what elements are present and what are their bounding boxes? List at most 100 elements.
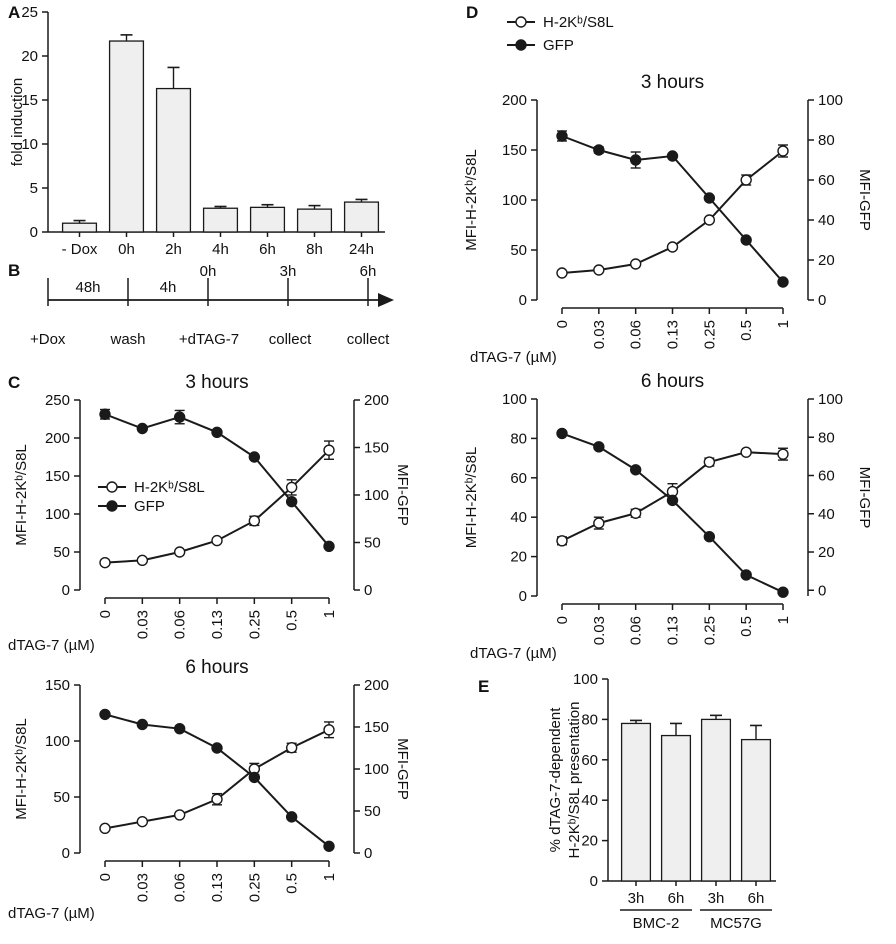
D3-x-tick-label: 0 — [554, 320, 571, 328]
E-y-tick-label: 80 — [581, 711, 598, 728]
C3-point-open — [323, 444, 335, 456]
C3-right-axis-label: MFI-GFP — [394, 464, 411, 526]
C3-right-tick-label: 50 — [364, 535, 381, 552]
A-x-tick-label: 8h — [306, 241, 323, 258]
C3-x-tick-label: 0.5 — [284, 610, 301, 631]
D6-point-open — [703, 456, 716, 468]
D6-left-tick-label: 60 — [510, 470, 527, 487]
A-x-tick-label: 4h — [212, 241, 229, 258]
D3-left-tick-label: 0 — [519, 292, 527, 309]
C6-point-filled — [173, 722, 186, 735]
C3-point-filled — [173, 411, 186, 423]
D6-right-axis-label: MFI-GFP — [856, 467, 873, 529]
D3-series-line-open — [561, 150, 784, 274]
A-bar — [296, 208, 333, 233]
D6-right-tick-label: 80 — [818, 429, 835, 446]
C3-point-filled — [211, 426, 223, 438]
D3-x-tick-label: 0.13 — [665, 320, 682, 349]
C3-legend-label: H-2Kᵇ/S8L — [134, 479, 205, 496]
C3-point-open — [285, 481, 298, 494]
E-bar — [700, 718, 732, 882]
E-x-tick-label: 6h — [668, 890, 685, 907]
D3-x-tick-label: 1 — [775, 320, 792, 328]
C3-x-tick-label: 0 — [97, 610, 114, 618]
A-bar — [155, 87, 192, 233]
D6-left-tick-label: 100 — [502, 391, 527, 408]
D3-point-open — [666, 241, 679, 253]
E-x-tick-label: 3h — [628, 890, 645, 907]
D3-right-tick-label: 40 — [818, 212, 835, 229]
C3-title: 3 hours — [185, 372, 248, 393]
C3-x-tick-label: 0.06 — [172, 610, 189, 639]
A-y-tick-label: 5 — [30, 180, 38, 197]
D6-point-open — [629, 507, 642, 519]
A-bar — [108, 40, 145, 233]
D3-point-open — [593, 264, 605, 276]
C6-point-filled — [136, 718, 149, 731]
B-event-label: +dTAG-7 — [179, 331, 239, 348]
D6-series-line-filled — [561, 432, 784, 594]
C3-right-tick-label: 0 — [364, 582, 372, 599]
C6-x-tick-label: 0.25 — [246, 873, 263, 902]
C6-point-filled — [323, 840, 335, 852]
C6-x-tick-label: 0.5 — [284, 873, 301, 894]
D3-right-tick-label: 60 — [818, 172, 835, 189]
C3-left-tick-label: 200 — [45, 430, 70, 447]
E-y-tick-label: 100 — [573, 671, 598, 688]
C3-x-tick-label: 0.03 — [134, 610, 151, 639]
C6-point-open — [285, 742, 298, 754]
C3-x-tick-label: 1 — [321, 610, 338, 618]
A-y-axis-label: fold induction — [9, 78, 26, 166]
A-x-tick-label: 2h — [165, 241, 182, 258]
B-timeline-arrowhead — [378, 293, 394, 307]
D3-x-tick-label: 0.5 — [738, 320, 755, 341]
A-y-tick-label: 10 — [21, 136, 38, 153]
A-y-tick-label: 15 — [21, 92, 38, 109]
D3-title: 3 hours — [641, 72, 704, 93]
C6-right-tick-label: 100 — [364, 761, 389, 778]
D3-point-open — [629, 258, 642, 270]
D6-x-tick-label: 0.03 — [591, 616, 608, 645]
D3-x-tick-label: 0.06 — [628, 320, 645, 349]
C6-x-tick-label: 1 — [321, 873, 338, 881]
C3-point-filled — [323, 540, 335, 552]
D6-left-tick-label: 0 — [519, 588, 527, 605]
D6-point-open — [556, 535, 568, 547]
C6-point-filled — [211, 742, 223, 754]
C6-right-tick-label: 200 — [364, 677, 389, 694]
D6-left-axis-label: MFI-H-2Kᵇ/S8L — [463, 447, 480, 549]
panel-label-B: B — [8, 261, 20, 280]
panel-label-E: E — [478, 677, 489, 696]
C3-left-tick-label: 150 — [45, 468, 70, 485]
D3-point-open — [556, 267, 568, 279]
D6-point-filled — [556, 427, 568, 440]
C6-x-tick-label: 0 — [97, 873, 114, 881]
D6-title: 6 hours — [641, 371, 704, 392]
C3-right-tick-label: 200 — [364, 392, 389, 409]
D6-point-filled — [593, 441, 605, 453]
D6-x-tick-label: 0 — [554, 616, 571, 624]
C6-x-tick-label: 0.13 — [209, 873, 226, 902]
C6-point-open — [211, 793, 223, 805]
C3-x-tick-label: 0.25 — [246, 610, 263, 639]
C3-point-open — [136, 554, 149, 567]
D3-point-filled — [666, 150, 679, 162]
E-y-axis-label: % dTAG-7-dependent — [547, 707, 564, 853]
D3-legend-label: GFP — [543, 37, 574, 54]
C6-left-tick-label: 0 — [62, 845, 70, 862]
B-event-label: wash — [109, 331, 145, 348]
A-bar — [343, 201, 380, 233]
C6-right-tick-label: 150 — [364, 719, 389, 736]
D6-point-filled — [740, 569, 752, 581]
D3-x-tick-label: 0.03 — [591, 320, 608, 349]
D3-left-tick-label: 100 — [502, 192, 527, 209]
B-interval-label: 48h — [75, 279, 100, 296]
C6-point-filled — [248, 771, 261, 784]
D3-legend-label: H-2Kᵇ/S8L — [543, 14, 614, 31]
A-bar — [61, 222, 98, 233]
E-group-label: MC57G — [710, 915, 762, 932]
C6-x-tick-label: 0.06 — [172, 873, 189, 902]
D3-right-axis-label: MFI-GFP — [856, 169, 873, 231]
C6-left-tick-label: 150 — [45, 677, 70, 694]
D6-right-tick-label: 20 — [818, 544, 835, 561]
